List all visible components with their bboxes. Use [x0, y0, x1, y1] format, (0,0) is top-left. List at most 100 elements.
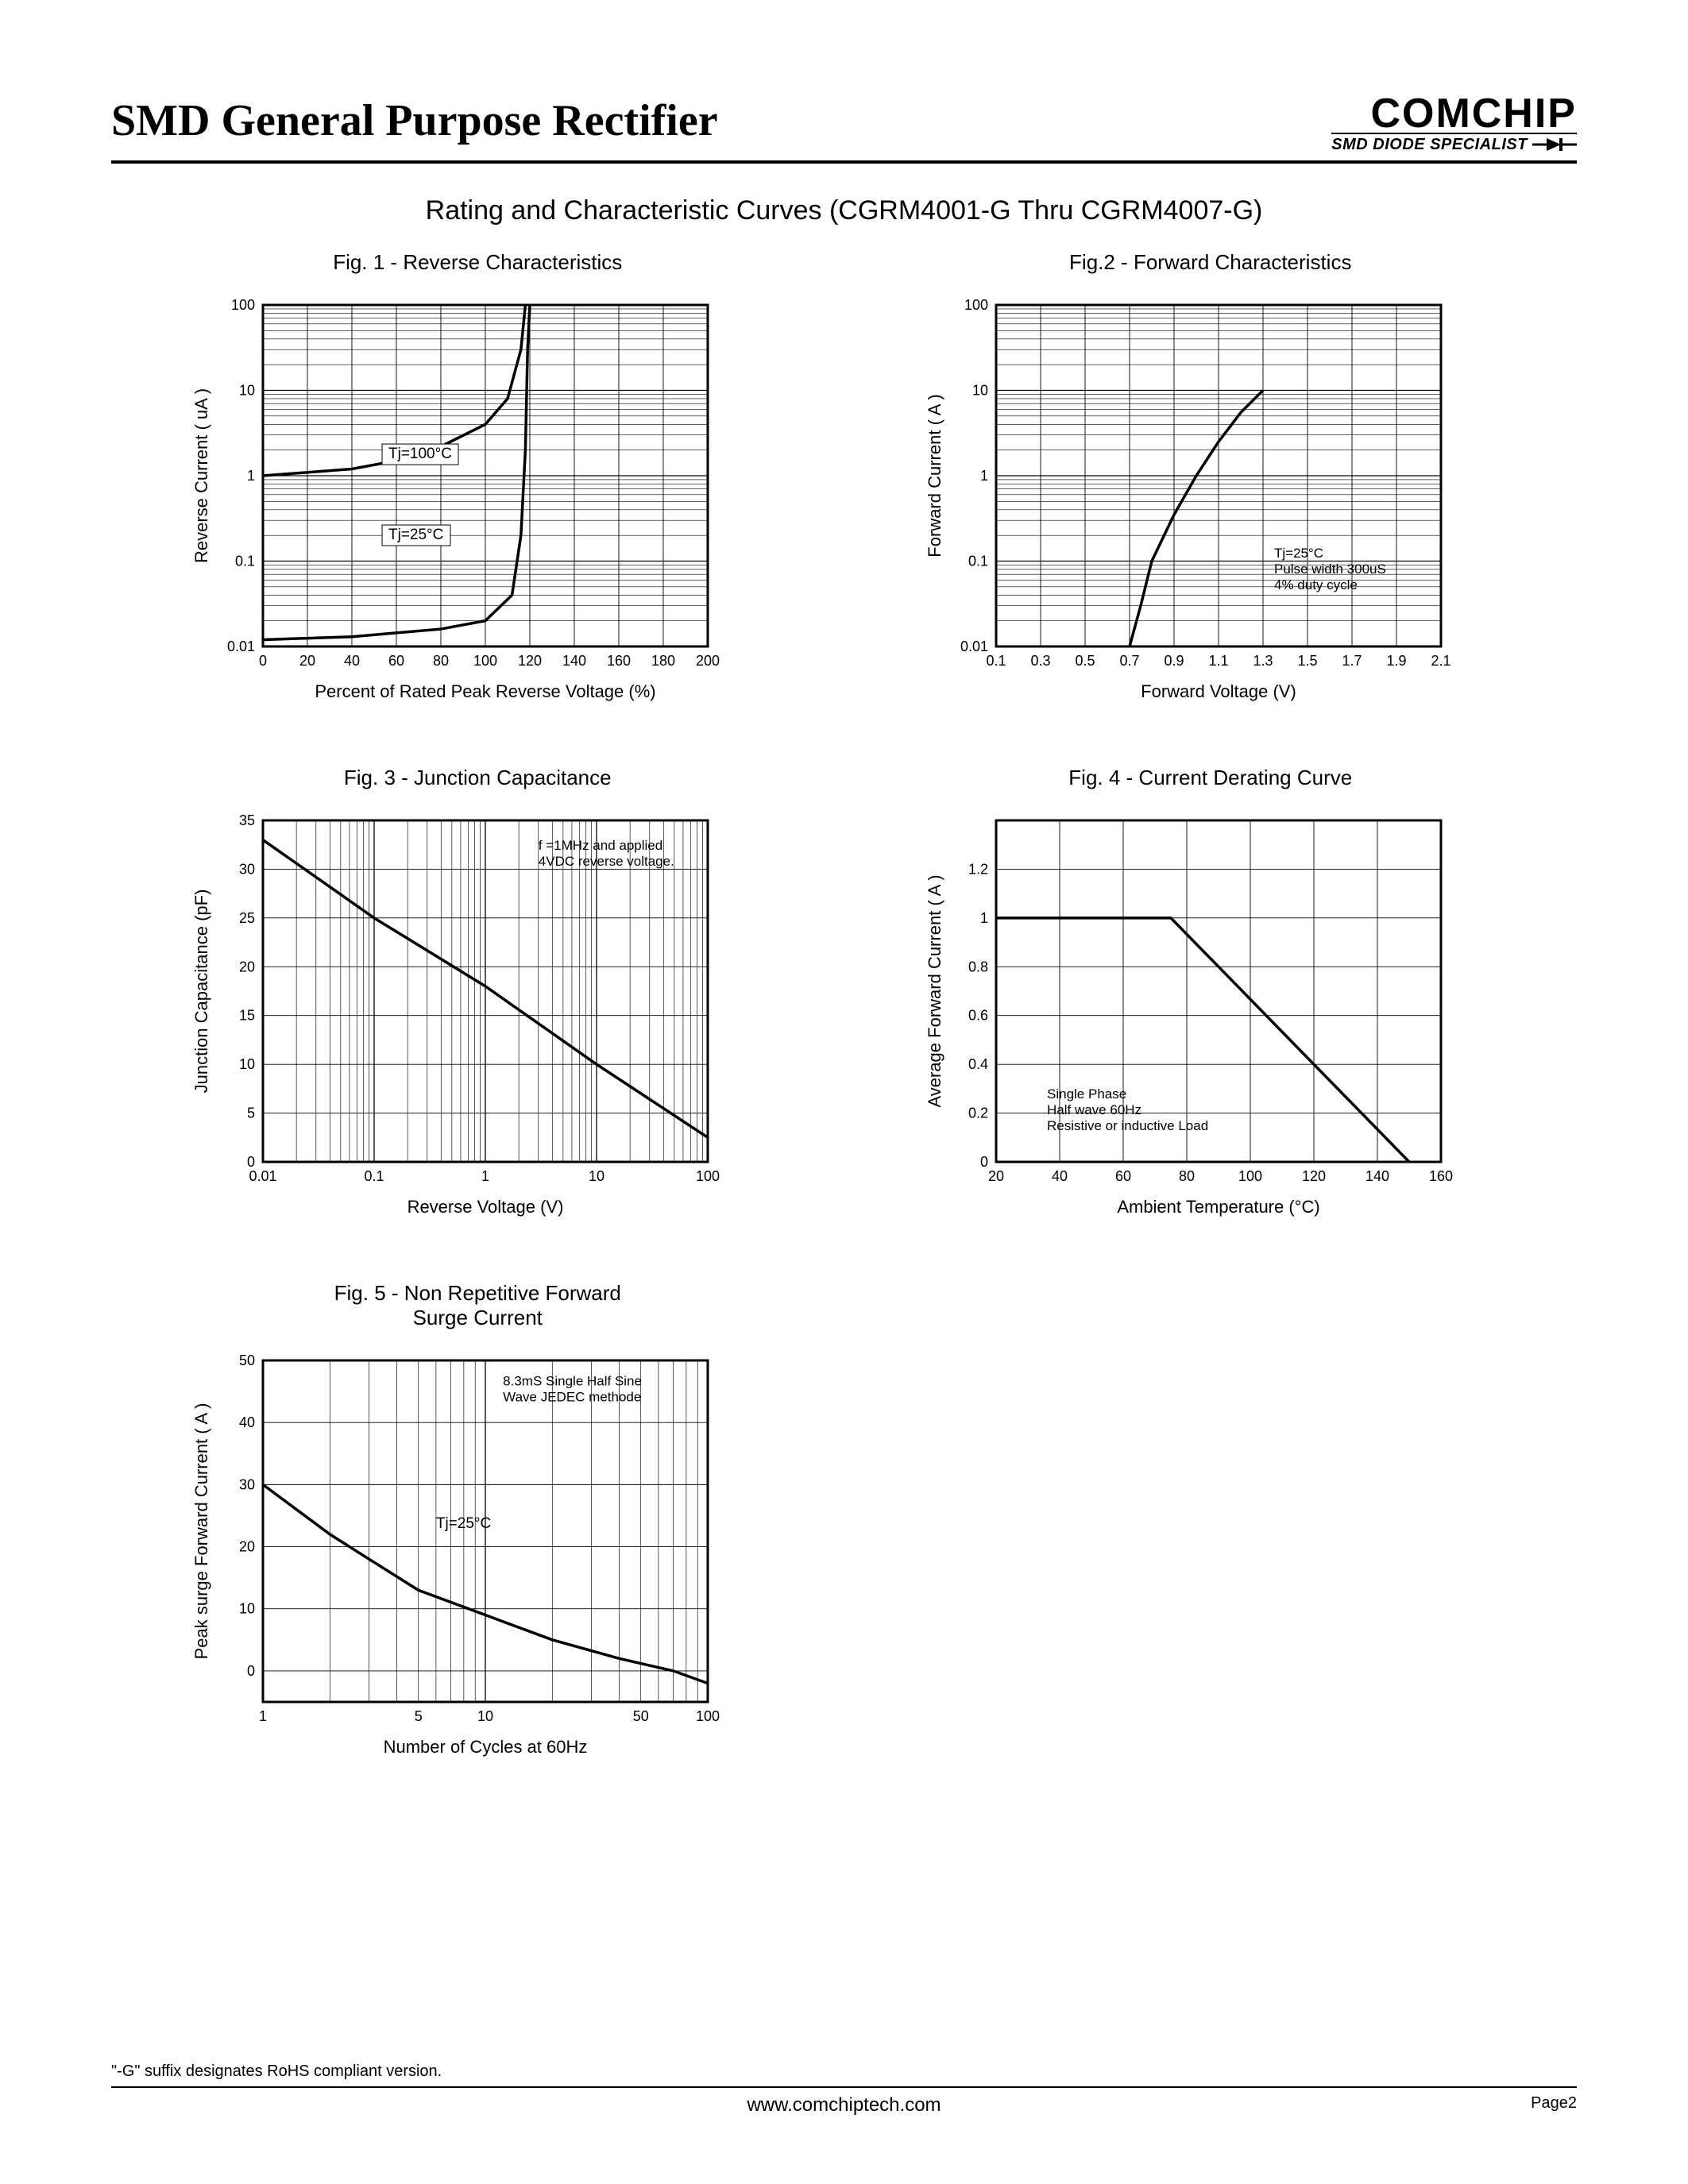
- brand-block: COMCHIP SMD DIODE SPECIALIST: [1331, 95, 1577, 154]
- svg-text:2.1: 2.1: [1431, 653, 1450, 669]
- fig2-block: Fig.2 - Forward Characteristics 0.10.30.…: [892, 250, 1530, 734]
- svg-text:30: 30: [239, 1476, 255, 1492]
- svg-text:40: 40: [239, 1414, 255, 1430]
- svg-text:10: 10: [972, 382, 988, 398]
- svg-text:0.1: 0.1: [235, 553, 255, 569]
- svg-text:0.01: 0.01: [249, 1168, 277, 1184]
- svg-text:20: 20: [239, 1538, 255, 1554]
- svg-text:40: 40: [1052, 1168, 1068, 1184]
- fig1-chart: 0204060801001201401601802000.010.1110100…: [176, 289, 779, 734]
- svg-text:20: 20: [239, 959, 255, 974]
- fig1-block: Fig. 1 - Reverse Characteristics 0204060…: [159, 250, 797, 734]
- svg-text:100: 100: [696, 1708, 720, 1724]
- brand-sub-text: SMD DIODE SPECIALIST: [1331, 136, 1528, 154]
- svg-text:100: 100: [231, 297, 255, 313]
- svg-text:Wave JEDEC methode: Wave JEDEC methode: [503, 1389, 641, 1404]
- svg-text:80: 80: [1179, 1168, 1195, 1184]
- svg-text:Number of Cycles at 60Hz: Number of Cycles at 60Hz: [384, 1737, 588, 1757]
- fig1-title: Fig. 1 - Reverse Characteristics: [333, 250, 622, 275]
- svg-text:120: 120: [1302, 1168, 1326, 1184]
- fig4-block: Fig. 4 - Current Derating Curve 20406080…: [892, 766, 1530, 1249]
- svg-text:100: 100: [473, 653, 497, 669]
- svg-text:1: 1: [980, 468, 988, 484]
- svg-text:180: 180: [651, 653, 675, 669]
- svg-text:0.5: 0.5: [1075, 653, 1095, 669]
- svg-text:Percent of Rated Peak Reverse: Percent of Rated Peak Reverse Voltage (%…: [315, 681, 656, 701]
- svg-text:Forward Voltage (V): Forward Voltage (V): [1141, 681, 1296, 701]
- svg-text:0.4: 0.4: [968, 1056, 988, 1072]
- svg-text:140: 140: [562, 653, 586, 669]
- svg-text:0.1: 0.1: [365, 1168, 384, 1184]
- svg-text:Tj=25°C: Tj=25°C: [436, 1515, 491, 1532]
- svg-text:0.8: 0.8: [968, 959, 988, 974]
- svg-text:f =1MHz and applied: f =1MHz and applied: [539, 838, 662, 853]
- svg-text:0.3: 0.3: [1030, 653, 1050, 669]
- fig5-title: Fig. 5 - Non Repetitive Forward Surge Cu…: [334, 1281, 621, 1330]
- svg-text:160: 160: [1429, 1168, 1453, 1184]
- svg-text:60: 60: [388, 653, 404, 669]
- fig3-block: Fig. 3 - Junction Capacitance 0.010.1110…: [159, 766, 797, 1249]
- brand-name: COMCHIP: [1331, 95, 1577, 133]
- svg-text:5: 5: [247, 1105, 255, 1121]
- rohs-note: "-G" suffix designates RoHS compliant ve…: [111, 2062, 442, 2081]
- svg-text:1.9: 1.9: [1386, 653, 1406, 669]
- fig5-chart: 15105010001020304050Number of Cycles at …: [176, 1345, 779, 1789]
- svg-text:20: 20: [299, 653, 315, 669]
- svg-text:Junction Capacitance (pF): Junction Capacitance (pF): [191, 889, 211, 1093]
- svg-text:0.2: 0.2: [968, 1105, 988, 1121]
- svg-text:35: 35: [239, 812, 255, 828]
- footer: www.comchiptech.com Page2: [111, 2086, 1577, 2113]
- diode-icon: [1532, 137, 1577, 152]
- svg-text:10: 10: [239, 1056, 255, 1072]
- svg-text:0.1: 0.1: [968, 553, 988, 569]
- footer-url: www.comchiptech.com: [111, 2094, 1577, 2116]
- svg-text:0: 0: [247, 1154, 255, 1170]
- svg-text:0.6: 0.6: [968, 1008, 988, 1024]
- svg-text:80: 80: [433, 653, 449, 669]
- svg-text:1: 1: [980, 910, 988, 926]
- svg-text:10: 10: [239, 1601, 255, 1617]
- svg-text:100: 100: [1238, 1168, 1262, 1184]
- svg-text:25: 25: [239, 910, 255, 926]
- fig4-title: Fig. 4 - Current Derating Curve: [1068, 766, 1352, 790]
- svg-text:60: 60: [1115, 1168, 1131, 1184]
- svg-text:1.5: 1.5: [1297, 653, 1317, 669]
- svg-text:200: 200: [696, 653, 720, 669]
- svg-text:30: 30: [239, 861, 255, 877]
- svg-text:1.7: 1.7: [1342, 653, 1362, 669]
- svg-text:Single Phase: Single Phase: [1047, 1086, 1126, 1102]
- svg-text:10: 10: [589, 1168, 605, 1184]
- svg-text:1.3: 1.3: [1253, 653, 1273, 669]
- svg-text:50: 50: [239, 1352, 255, 1368]
- fig3-chart: 0.010.111010005101520253035Reverse Volta…: [176, 805, 779, 1249]
- fig2-chart: 0.10.30.50.70.91.11.31.51.71.92.10.010.1…: [909, 289, 1512, 734]
- fig4-chart: 2040608010012014016000.20.40.60.811.2Amb…: [909, 805, 1512, 1249]
- svg-text:0: 0: [980, 1154, 988, 1170]
- fig5-block: Fig. 5 - Non Repetitive Forward Surge Cu…: [159, 1281, 797, 1789]
- svg-text:0: 0: [247, 1663, 255, 1679]
- svg-text:Reverse Voltage (V): Reverse Voltage (V): [408, 1197, 564, 1217]
- svg-text:Reverse Current ( uA ): Reverse Current ( uA ): [191, 388, 211, 563]
- svg-text:1.1: 1.1: [1208, 653, 1228, 669]
- svg-text:1: 1: [247, 468, 255, 484]
- header: SMD General Purpose Rectifier COMCHIP SM…: [111, 95, 1577, 164]
- svg-text:1.2: 1.2: [968, 861, 988, 877]
- svg-text:0.01: 0.01: [227, 639, 255, 654]
- svg-text:Peak surge Forward Current ( A: Peak surge Forward Current ( A ): [191, 1403, 211, 1659]
- svg-text:40: 40: [344, 653, 360, 669]
- svg-text:100: 100: [696, 1168, 720, 1184]
- svg-text:Tj=100°C: Tj=100°C: [388, 446, 452, 462]
- svg-text:8.3mS Single Half Sine: 8.3mS Single Half Sine: [503, 1373, 642, 1388]
- datasheet-page: SMD General Purpose Rectifier COMCHIP SM…: [0, 0, 1688, 2184]
- svg-text:Forward Current ( A ): Forward Current ( A ): [925, 394, 944, 557]
- svg-text:140: 140: [1365, 1168, 1389, 1184]
- svg-text:Resistive or inductive Load: Resistive or inductive Load: [1047, 1118, 1208, 1133]
- page-title: SMD General Purpose Rectifier: [111, 95, 718, 146]
- svg-text:15: 15: [239, 1008, 255, 1024]
- svg-text:10: 10: [477, 1708, 493, 1724]
- charts-grid: Fig. 1 - Reverse Characteristics 0 20 40 60…: [111, 250, 1577, 1789]
- svg-text:0.1: 0.1: [986, 653, 1006, 669]
- fig3-title: Fig. 3 - Junction Capacitance: [344, 766, 612, 790]
- subtitle: Rating and Characteristic Curves (CGRM40…: [111, 195, 1577, 226]
- svg-text:4VDC reverse voltage.: 4VDC reverse voltage.: [539, 854, 674, 869]
